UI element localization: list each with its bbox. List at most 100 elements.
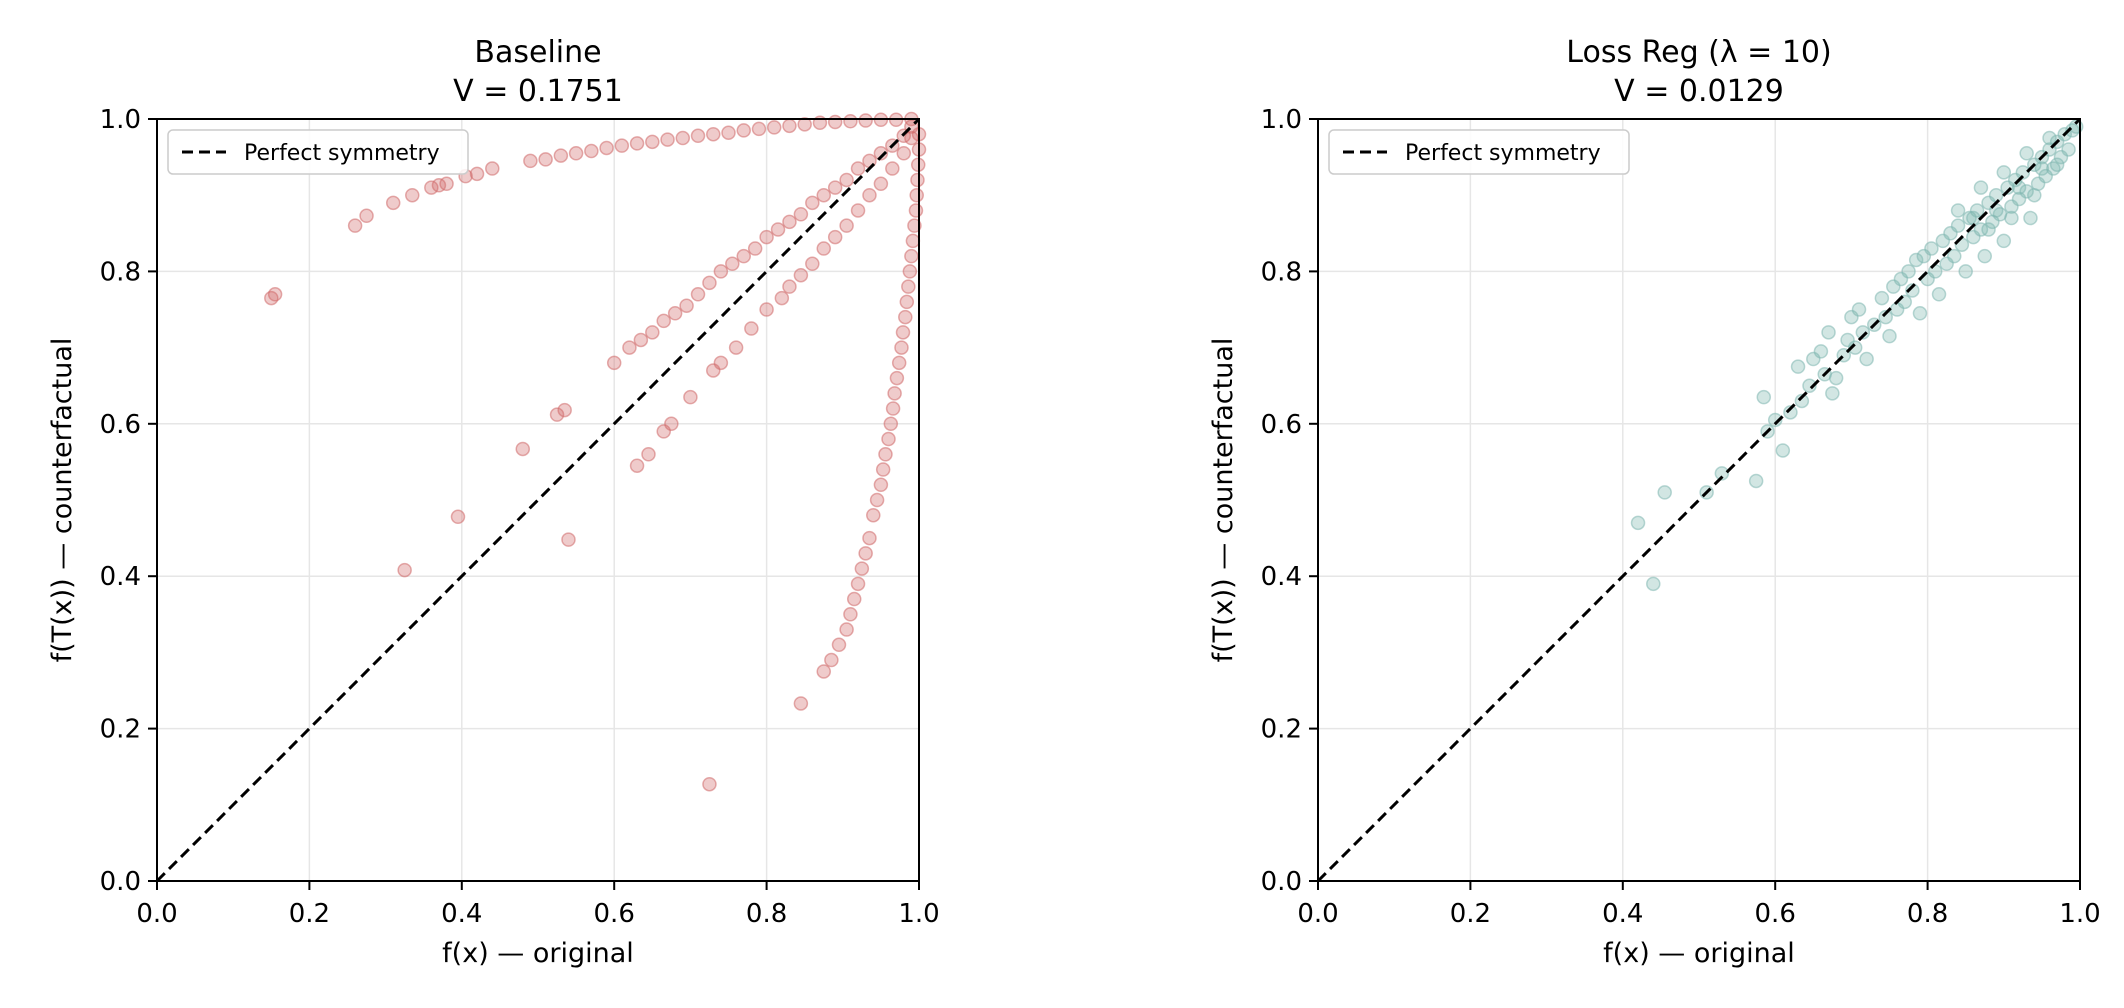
data-point <box>629 136 645 151</box>
data-point <box>878 447 893 462</box>
data-point <box>728 340 744 355</box>
data-point <box>645 325 660 340</box>
data-point <box>1813 344 1829 359</box>
y-axis-label: f(T(x)) — counterfactual <box>47 338 78 663</box>
data-point <box>1908 252 1924 268</box>
legend-label: Perfect symmetry <box>1405 141 1601 166</box>
data-point <box>656 313 671 329</box>
data-point <box>2023 210 2038 226</box>
data-point <box>645 134 660 150</box>
data-point <box>1901 264 1916 279</box>
data-point <box>1958 264 1973 279</box>
x-tick-label: 0.8 <box>746 899 787 929</box>
data-point <box>901 279 916 294</box>
chart-loss-reg: 0.0 0.2 0.4 0.6 0.8 1.0 0.0 0.2 0.4 0.6 0.8 1.0 Loss… <box>1208 35 2101 969</box>
data-point <box>1878 309 1893 325</box>
x-axis-label: f(x) — original <box>442 938 634 969</box>
data-point <box>553 148 569 163</box>
x-axis-label: f(x) — original <box>1603 938 1795 969</box>
data-point <box>793 207 809 222</box>
data-point <box>797 117 812 132</box>
data-point <box>683 389 698 405</box>
data-point <box>725 256 740 272</box>
data-point <box>1973 222 1989 237</box>
data-point <box>1767 412 1783 428</box>
data-point <box>1950 218 1966 233</box>
data-point <box>1825 386 1840 401</box>
data-point <box>405 187 420 203</box>
data-point <box>904 130 919 146</box>
data-point <box>824 652 839 668</box>
data-point <box>827 180 843 195</box>
data-point <box>1859 351 1874 367</box>
data-point <box>485 161 500 176</box>
data-point <box>910 172 925 188</box>
data-point <box>805 195 820 211</box>
data-point <box>909 187 924 203</box>
data-point <box>641 447 656 462</box>
data-point <box>1821 325 1836 340</box>
data-point <box>385 195 401 211</box>
axes-frame <box>1317 118 2081 882</box>
data-point <box>831 637 847 653</box>
data-point <box>1931 287 1947 302</box>
data-point <box>679 298 694 313</box>
data-point <box>667 306 683 321</box>
scatter-series <box>1630 119 2084 592</box>
y-tick-label: 0.0 <box>100 867 141 897</box>
data-point <box>1828 370 1844 386</box>
data-point <box>1794 393 1810 409</box>
data-point <box>549 407 565 422</box>
data-point <box>846 591 862 607</box>
data-point <box>816 187 831 203</box>
data-point <box>905 233 921 249</box>
data-point <box>515 441 531 457</box>
data-point <box>633 332 649 348</box>
data-point <box>850 576 866 592</box>
data-point <box>2019 146 2034 161</box>
data-point <box>1790 359 1806 374</box>
x-tick-label: 0.6 <box>594 899 635 929</box>
x-tick-label: 0.4 <box>1602 899 1643 929</box>
data-point <box>894 340 909 355</box>
data-point <box>1973 180 1989 195</box>
y-tick-label: 0.8 <box>100 257 141 287</box>
data-point <box>908 203 924 218</box>
data-point <box>759 302 774 317</box>
data-point <box>782 279 797 294</box>
data-point <box>1847 340 1863 355</box>
data-point <box>854 561 870 576</box>
x-tick-label: 0.0 <box>136 899 177 929</box>
data-point <box>2061 142 2076 157</box>
data-point <box>713 355 729 371</box>
data-point <box>899 294 915 310</box>
perfect-symmetry-line <box>155 117 921 883</box>
data-point <box>898 309 913 325</box>
data-point <box>744 321 759 336</box>
data-point <box>690 128 706 144</box>
data-point <box>1882 328 1897 344</box>
data-point <box>2019 184 2034 199</box>
data-point <box>839 218 854 233</box>
y-tick-label: 1.0 <box>1261 105 1302 135</box>
data-point <box>721 125 736 140</box>
data-point <box>1950 203 1966 218</box>
data-point <box>1855 325 1871 340</box>
y-tick-label: 0.6 <box>1261 410 1302 440</box>
data-point <box>1981 222 1996 237</box>
data-point <box>1988 187 2004 203</box>
chart-title: Baseline <box>474 35 601 70</box>
legend: Perfect symmetry <box>167 129 469 175</box>
data-point <box>568 146 584 161</box>
data-point <box>895 325 911 340</box>
data-point <box>664 416 679 432</box>
data-point <box>1756 389 1772 405</box>
y-tick-label: 1.0 <box>100 105 141 135</box>
x-tick-label: 0.2 <box>289 899 330 929</box>
data-point <box>267 287 283 302</box>
data-point <box>873 477 889 493</box>
data-point <box>1714 466 1730 481</box>
data-point <box>2049 157 2065 172</box>
data-point <box>816 241 831 256</box>
data-point <box>2027 187 2042 203</box>
